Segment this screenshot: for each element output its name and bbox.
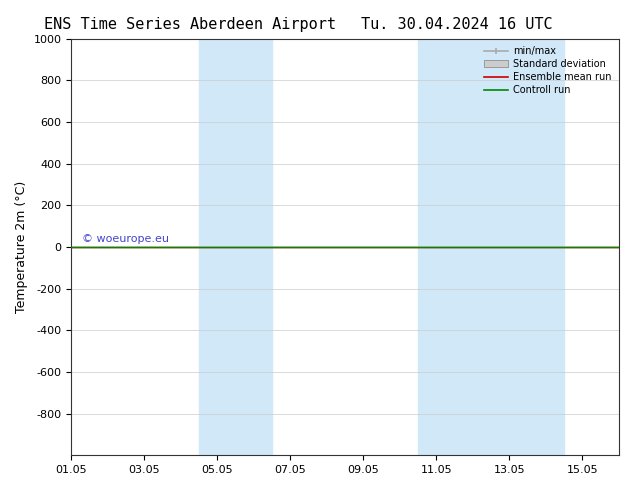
Text: © woeurope.eu: © woeurope.eu [82, 234, 169, 244]
Bar [199, 39, 272, 455]
Text: ENS Time Series Aberdeen Airport: ENS Time Series Aberdeen Airport [44, 17, 336, 32]
Text: Tu. 30.04.2024 16 UTC: Tu. 30.04.2024 16 UTC [361, 17, 552, 32]
Legend: min/max, Standard deviation, Ensemble mean run, Controll run: min/max, Standard deviation, Ensemble me… [481, 44, 614, 98]
Y-axis label: Temperature 2m (°C): Temperature 2m (°C) [15, 181, 28, 313]
Bar [491, 39, 564, 455]
Bar [418, 39, 491, 455]
